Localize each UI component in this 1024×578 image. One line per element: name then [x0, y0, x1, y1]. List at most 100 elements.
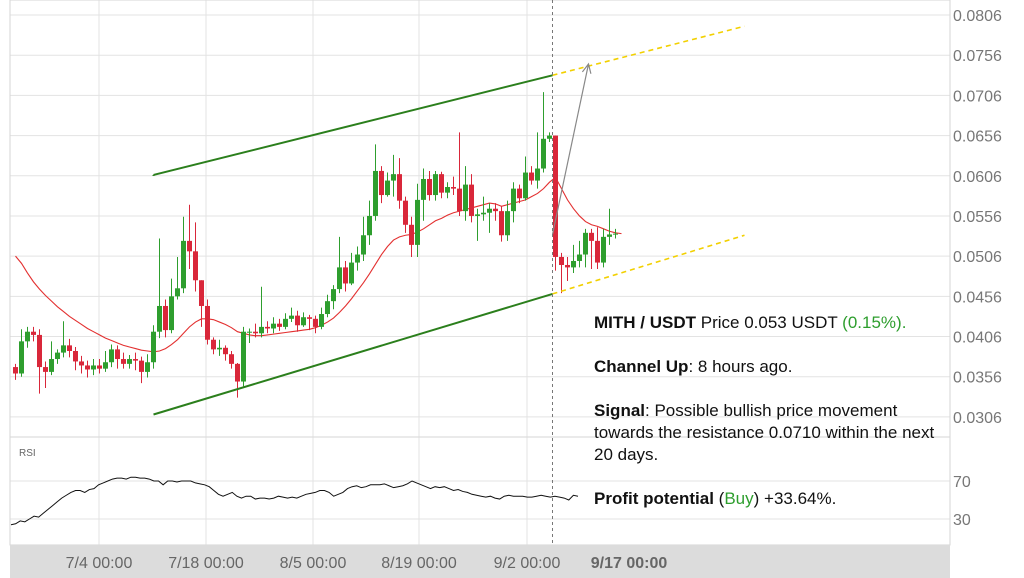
profit-open: ( — [713, 489, 725, 508]
candle-body — [43, 367, 48, 372]
candle — [487, 203, 492, 233]
time-tick-label: 8/5 00:00 — [280, 555, 347, 572]
candle — [583, 228, 588, 268]
candle-body — [613, 233, 618, 235]
candle — [433, 170, 438, 201]
candle — [475, 208, 480, 241]
candle — [223, 345, 228, 361]
candle — [505, 200, 510, 241]
candle — [271, 317, 276, 334]
candle-body — [169, 296, 174, 331]
candle-body — [31, 331, 36, 335]
candle-body — [205, 305, 210, 340]
price-tick-label: 0.0806 — [953, 8, 1002, 25]
candle — [25, 326, 30, 348]
candle — [469, 174, 474, 223]
candle-body — [511, 188, 516, 212]
candle — [139, 356, 144, 384]
candle — [571, 244, 576, 274]
candle-body — [523, 172, 528, 199]
candle — [397, 158, 402, 209]
signal-text: : Possible bullish price movement toward… — [594, 401, 935, 464]
candle — [199, 280, 204, 327]
rsi-panel: RSI — [10, 448, 579, 526]
candle-body — [475, 214, 480, 216]
candle-body — [457, 188, 462, 212]
price-axis: 0.0806 0.0756 0.0706 0.0656 0.0606 0.0556 0.05… — [953, 8, 1002, 427]
profit-line: Profit potential (Buy) +33.64%. — [594, 488, 954, 510]
candle-body — [295, 315, 300, 326]
time-axis: 7/4 00:00 7/18 00:00 8/5 00:00 8/19 00:00 9/… — [66, 555, 668, 572]
candle-body — [301, 317, 306, 326]
candle-body — [361, 235, 366, 255]
candle — [481, 196, 486, 221]
candle-body — [127, 359, 132, 364]
candle-body — [37, 334, 42, 368]
candle-body — [589, 232, 594, 241]
price-change: (0.15%). — [842, 313, 907, 332]
profit-action: Buy — [724, 489, 754, 508]
projected-resistance-line — [552, 25, 745, 77]
price-tick-label: 0.0306 — [953, 410, 1002, 427]
price-tick-label: 0.0756 — [953, 48, 1002, 65]
candle — [409, 216, 414, 257]
candle-body — [235, 363, 240, 382]
signal-line: Signal: Possible bullish price movement … — [594, 400, 954, 466]
candle — [85, 360, 90, 378]
candle — [361, 216, 366, 261]
moving-average-line — [15, 176, 622, 353]
candle-body — [187, 240, 192, 252]
candle-body — [121, 359, 126, 364]
candle-body — [61, 345, 66, 353]
candle — [13, 363, 18, 380]
time-axis-bar — [10, 545, 950, 578]
time-tick-label: 9/2 00:00 — [494, 555, 561, 572]
candle — [601, 228, 606, 268]
candle — [235, 363, 240, 398]
candle — [613, 228, 618, 239]
candle-body — [73, 350, 78, 362]
candle-body — [571, 260, 576, 268]
candle — [217, 339, 222, 356]
candle-body — [451, 187, 456, 189]
candlestick-series — [13, 92, 618, 398]
candle — [61, 321, 66, 358]
candle — [595, 227, 600, 270]
candle — [73, 346, 78, 371]
candle-body — [319, 314, 324, 327]
candle-body — [193, 251, 198, 281]
target-arrow-head — [581, 62, 592, 74]
candle-body — [535, 168, 540, 181]
candle-body — [331, 289, 336, 302]
candle-body — [349, 262, 354, 284]
channel-support-line — [153, 292, 553, 416]
candle — [247, 328, 252, 343]
candle-body — [409, 224, 414, 245]
candle — [499, 206, 504, 242]
candle-body — [85, 365, 90, 370]
candle-body — [217, 347, 222, 350]
candle-body — [607, 234, 612, 237]
signal-label: Signal — [594, 401, 646, 420]
candle — [457, 132, 462, 216]
rsi-title: RSI — [19, 448, 36, 459]
candle — [169, 278, 174, 334]
candle-body — [355, 254, 360, 263]
candle-body — [583, 232, 588, 255]
candle-body — [97, 365, 102, 369]
candle — [349, 252, 354, 286]
candle — [439, 171, 444, 199]
candle-body — [415, 199, 420, 245]
candle — [541, 92, 546, 173]
candle-body — [67, 345, 72, 351]
rsi-tick-label: 70 — [953, 474, 971, 491]
price-tick-label: 0.0706 — [953, 88, 1002, 105]
candle — [277, 318, 282, 331]
time-tick-label: 7/18 00:00 — [168, 555, 244, 572]
candle — [163, 299, 168, 338]
candle — [151, 325, 156, 369]
candle — [445, 182, 450, 199]
price-tick-label: 0.0506 — [953, 249, 1002, 266]
target-arrow-shaft — [551, 63, 590, 235]
candle — [133, 352, 138, 371]
